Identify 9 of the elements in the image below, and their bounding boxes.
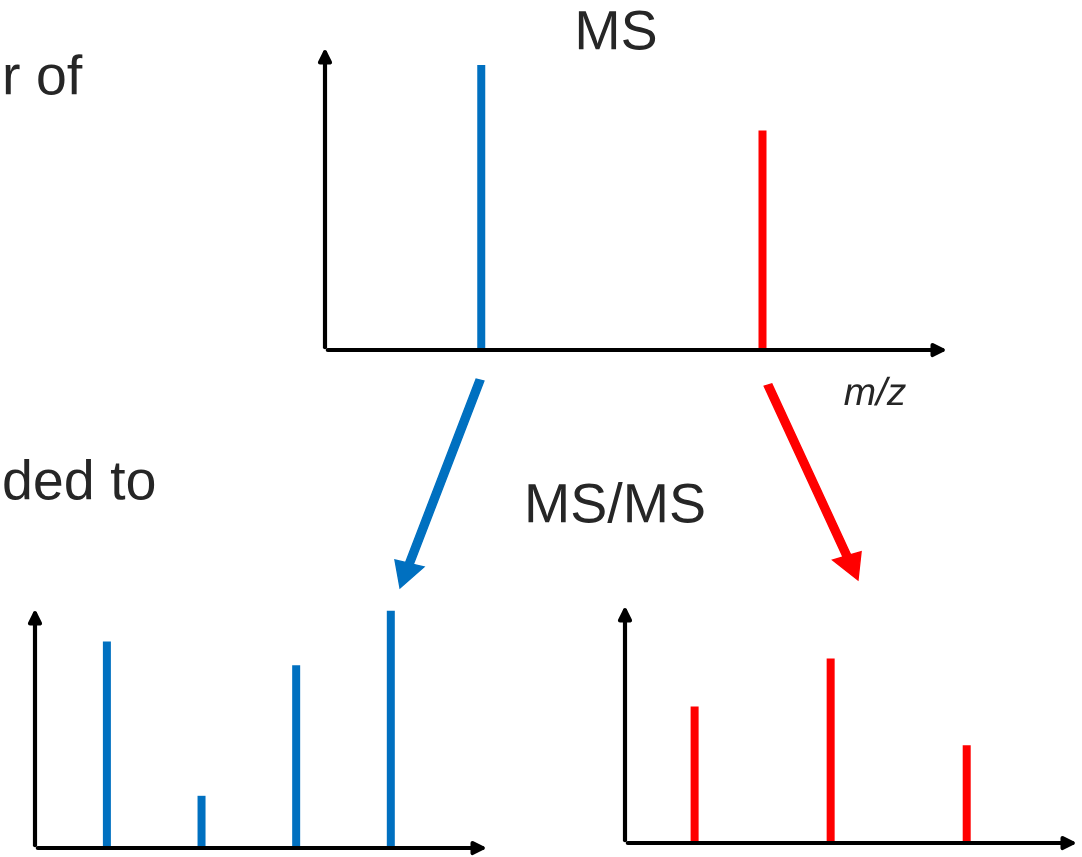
chart-title: MS — [578, 10, 656, 50]
text: r of — [5, 54, 83, 95]
bar — [386, 610, 395, 848]
text: MS/MS — [528, 482, 704, 523]
text: ded to — [4, 459, 155, 500]
bar — [102, 641, 111, 848]
bar — [197, 795, 206, 848]
bar — [292, 665, 301, 848]
x-axis-title: m/z — [844, 376, 906, 406]
